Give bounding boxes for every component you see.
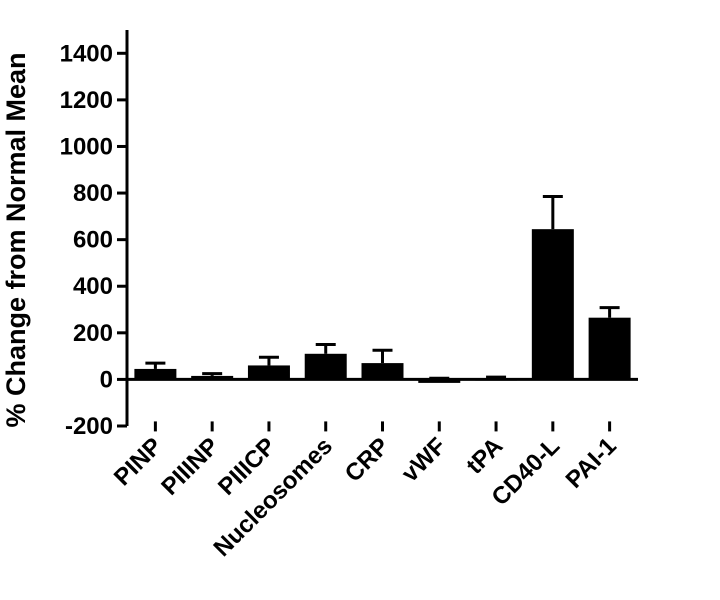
- bar: [588, 317, 631, 380]
- bar: [418, 379, 461, 383]
- bar: [247, 365, 290, 380]
- x-category-label: CRP: [340, 433, 395, 488]
- y-axis: -200 0 200 400 600 800 1000 1200 1400: [60, 30, 129, 440]
- x-category-label: PAI-1: [561, 433, 622, 494]
- y-tick-label: 800: [73, 180, 113, 207]
- y-tick-label: 600: [73, 227, 113, 254]
- bar: [134, 368, 177, 380]
- bar: [531, 229, 574, 380]
- y-tick-label: 1400: [60, 40, 113, 67]
- y-tick-label: 200: [73, 320, 113, 347]
- x-category-label: PIIINP: [156, 433, 224, 501]
- y-tick-label: 400: [73, 273, 113, 300]
- y-tick-label: 1200: [60, 87, 113, 114]
- y-tick-label: 1000: [60, 133, 113, 160]
- y-axis-title: % Change from Normal Mean: [1, 52, 31, 427]
- bar: [191, 375, 234, 380]
- bars-group: [134, 195, 631, 383]
- x-category-label: tPA: [461, 433, 508, 480]
- y-tick-label: 0: [100, 366, 113, 393]
- y-tick-label: -200: [65, 413, 113, 440]
- x-category-label: vWF: [397, 433, 452, 488]
- bar: [361, 363, 404, 380]
- bar: [304, 353, 347, 380]
